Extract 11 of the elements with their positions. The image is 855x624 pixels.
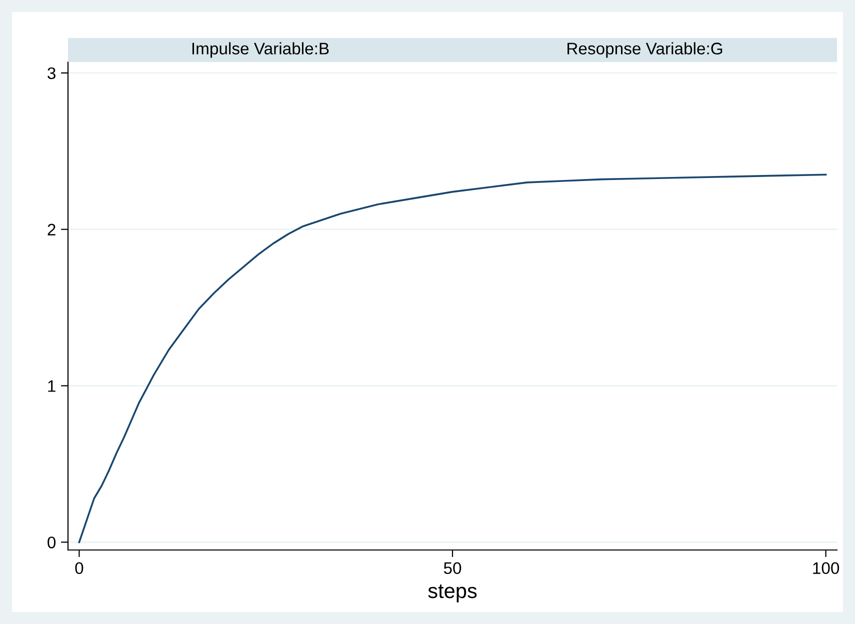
x-tick-label: 100: [813, 562, 840, 574]
line-series: [78, 174, 827, 544]
x-axis-title: steps: [428, 584, 477, 602]
y-tick-label: 3: [48, 67, 56, 80]
x-tick-label: 0: [75, 562, 84, 574]
x-tick-label: 50: [444, 562, 462, 574]
chart-subtitle: Resopnse Variable:G: [568, 42, 722, 58]
y-tick-label: 0: [48, 536, 56, 548]
y-tick-label: 2: [48, 224, 56, 236]
y-tick-label: 1: [48, 380, 56, 392]
chart-title: Impulse Variable:B: [192, 42, 329, 58]
